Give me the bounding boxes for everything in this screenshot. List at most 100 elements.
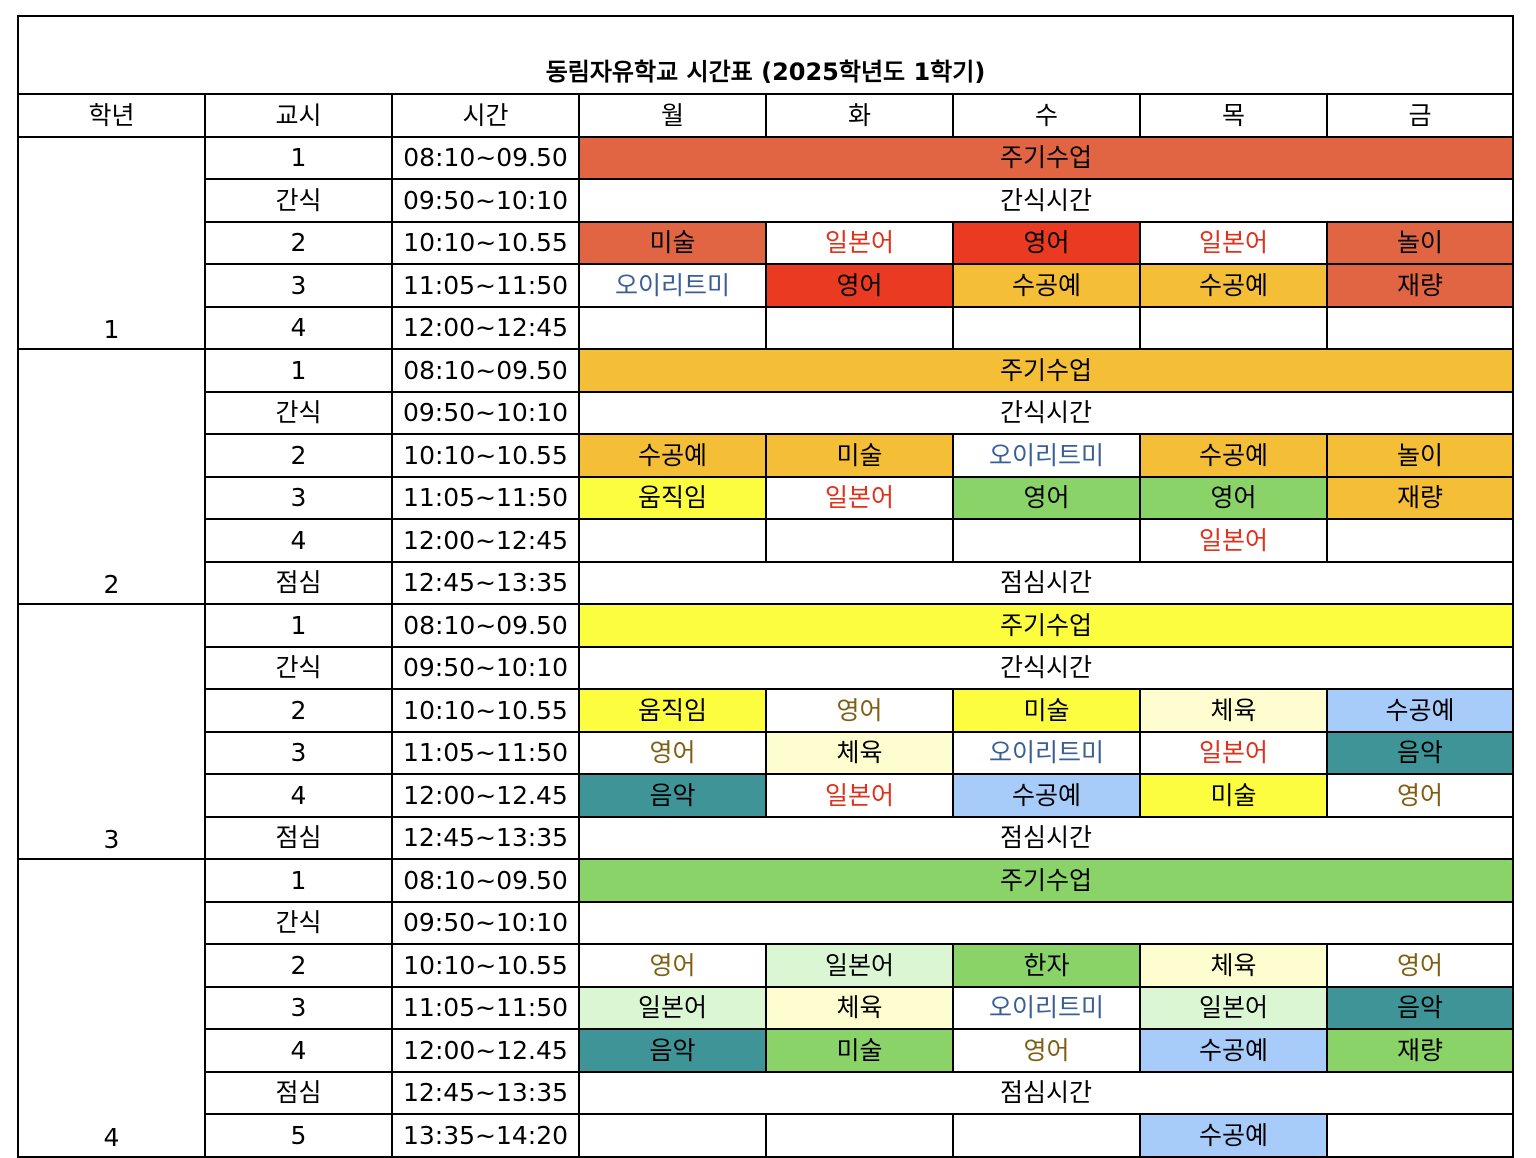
class-cell-fri[interactable]: 놀이 [1328, 435, 1514, 478]
class-cell-thu[interactable]: 수공예 [1141, 1030, 1328, 1073]
class-cell-tue[interactable] [767, 1115, 954, 1158]
period-cell: 1 [206, 350, 393, 393]
class-cell-mon[interactable] [580, 1115, 767, 1158]
grade-cell: 3 [19, 605, 206, 860]
merged-slot-cell[interactable]: 주기수업 [580, 137, 1514, 180]
class-cell-tue[interactable]: 미술 [767, 1030, 954, 1073]
class-cell-mon[interactable]: 음악 [580, 1030, 767, 1073]
class-cell-wed[interactable] [954, 1115, 1141, 1158]
period-cell: 1 [206, 605, 393, 648]
time-cell: 10:10~10.55 [393, 945, 580, 988]
class-cell-wed[interactable]: 수공예 [954, 265, 1141, 308]
timetable-title[interactable]: 동림자유학교 시간표 (2025학년도 1학기) [19, 17, 1514, 95]
class-cell-wed[interactable]: 오이리트미 [954, 732, 1141, 775]
time-cell: 12:00~12.45 [393, 1030, 580, 1073]
class-cell-tue[interactable]: 미술 [767, 435, 954, 478]
class-cell-tue[interactable]: 일본어 [767, 222, 954, 265]
class-cell-tue[interactable]: 일본어 [767, 477, 954, 520]
class-cell-thu[interactable]: 체육 [1141, 690, 1328, 733]
class-cell-fri[interactable] [1328, 307, 1514, 350]
class-cell-mon[interactable]: 영어 [580, 945, 767, 988]
class-cell-mon[interactable]: 영어 [580, 732, 767, 775]
class-cell-tue[interactable]: 체육 [767, 732, 954, 775]
time-cell: 11:05~11:50 [393, 265, 580, 308]
merged-slot-cell[interactable]: 주기수업 [580, 605, 1514, 648]
class-cell-fri[interactable] [1328, 520, 1514, 563]
time-cell: 09:50~10:10 [393, 392, 580, 435]
class-cell-fri[interactable]: 음악 [1328, 732, 1514, 775]
class-cell-wed[interactable] [954, 520, 1141, 563]
class-cell-fri[interactable]: 재량 [1328, 1030, 1514, 1073]
header-fri: 금 [1328, 95, 1514, 138]
class-cell-fri[interactable]: 놀이 [1328, 222, 1514, 265]
class-cell-wed[interactable]: 영어 [954, 477, 1141, 520]
merged-slot-cell[interactable]: 간식시간 [580, 392, 1514, 435]
class-cell-thu[interactable]: 영어 [1141, 477, 1328, 520]
timetable-sheet: 동림자유학교 시간표 (2025학년도 1학기) 학년 교시 시간 월 화 수 목 금 1 1 08… [17, 15, 1514, 1158]
merged-slot-cell[interactable]: 간식시간 [580, 180, 1514, 223]
period-cell: 4 [206, 307, 393, 350]
merged-slot-cell[interactable]: 주기수업 [580, 350, 1514, 393]
class-cell-tue[interactable]: 영어 [767, 265, 954, 308]
period-cell: 1 [206, 137, 393, 180]
class-cell-mon[interactable]: 일본어 [580, 987, 767, 1030]
merged-slot-cell[interactable]: 점심시간 [580, 562, 1514, 605]
period-cell: 3 [206, 987, 393, 1030]
time-cell: 12:00~12:45 [393, 307, 580, 350]
class-cell-wed[interactable]: 오이리트미 [954, 435, 1141, 478]
class-cell-tue[interactable] [767, 520, 954, 563]
class-cell-mon[interactable]: 오이리트미 [580, 265, 767, 308]
class-cell-thu[interactable] [1141, 307, 1328, 350]
time-cell: 12:00~12:45 [393, 520, 580, 563]
class-cell-fri[interactable]: 재량 [1328, 265, 1514, 308]
class-cell-fri[interactable]: 음악 [1328, 987, 1514, 1030]
class-cell-wed[interactable]: 한자 [954, 945, 1141, 988]
class-cell-mon[interactable] [580, 520, 767, 563]
class-cell-fri[interactable]: 영어 [1328, 775, 1514, 818]
time-cell: 11:05~11:50 [393, 987, 580, 1030]
class-cell-thu[interactable]: 수공예 [1141, 1115, 1328, 1158]
merged-slot-cell[interactable]: 점심시간 [580, 817, 1514, 860]
class-cell-wed[interactable]: 수공예 [954, 775, 1141, 818]
merged-slot-cell[interactable]: 점심시간 [580, 1072, 1514, 1115]
class-cell-tue[interactable]: 일본어 [767, 945, 954, 988]
class-cell-thu[interactable]: 미술 [1141, 775, 1328, 818]
period-cell: 간식 [206, 180, 393, 223]
class-cell-mon[interactable]: 음악 [580, 775, 767, 818]
class-cell-thu[interactable]: 일본어 [1141, 732, 1328, 775]
class-cell-thu[interactable]: 일본어 [1141, 222, 1328, 265]
class-cell-wed[interactable]: 미술 [954, 690, 1141, 733]
class-cell-fri[interactable]: 수공예 [1328, 690, 1514, 733]
class-cell-fri[interactable] [1328, 1115, 1514, 1158]
time-cell: 10:10~10.55 [393, 690, 580, 733]
class-cell-fri[interactable]: 영어 [1328, 945, 1514, 988]
class-cell-wed[interactable]: 영어 [954, 222, 1141, 265]
class-cell-thu[interactable]: 일본어 [1141, 987, 1328, 1030]
class-cell-wed[interactable]: 영어 [954, 1030, 1141, 1073]
class-cell-tue[interactable]: 체육 [767, 987, 954, 1030]
class-cell-mon[interactable]: 수공예 [580, 435, 767, 478]
class-cell-thu[interactable]: 체육 [1141, 945, 1328, 988]
class-cell-mon[interactable]: 미술 [580, 222, 767, 265]
class-cell-fri[interactable]: 재량 [1328, 477, 1514, 520]
class-cell-thu[interactable]: 일본어 [1141, 520, 1328, 563]
class-cell-wed[interactable]: 오이리트미 [954, 987, 1141, 1030]
class-cell-thu[interactable]: 수공예 [1141, 265, 1328, 308]
time-cell: 12:00~12.45 [393, 775, 580, 818]
class-cell-tue[interactable] [767, 307, 954, 350]
class-cell-mon[interactable]: 움직임 [580, 690, 767, 733]
class-cell-thu[interactable]: 수공예 [1141, 435, 1328, 478]
class-cell-mon[interactable] [580, 307, 767, 350]
merged-slot-cell[interactable] [580, 902, 1514, 945]
class-cell-tue[interactable]: 영어 [767, 690, 954, 733]
time-cell: 12:45~13:35 [393, 562, 580, 605]
merged-slot-cell[interactable]: 주기수업 [580, 860, 1514, 903]
header-time: 시간 [393, 95, 580, 138]
period-cell: 간식 [206, 902, 393, 945]
class-cell-tue[interactable]: 일본어 [767, 775, 954, 818]
period-cell: 점심 [206, 817, 393, 860]
class-cell-mon[interactable]: 움직임 [580, 477, 767, 520]
merged-slot-cell[interactable]: 간식시간 [580, 647, 1514, 690]
class-cell-wed[interactable] [954, 307, 1141, 350]
grade-cell: 2 [19, 350, 206, 605]
